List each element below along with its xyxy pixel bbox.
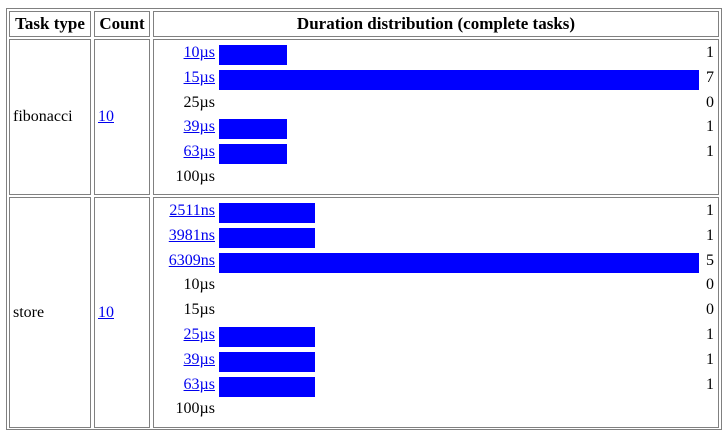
- histogram-bar: [219, 227, 315, 248]
- header-count: Count: [94, 11, 150, 37]
- header-task-type: Task type: [9, 11, 91, 37]
- bucket-label: 10µs: [183, 276, 215, 294]
- bucket-link[interactable]: 6309ns: [168, 251, 215, 269]
- distribution-cell: 10µs 1 15µs 7 25µs 0 39µs 1 63µs 1 100µs: [153, 39, 719, 195]
- histogram-bar: [219, 119, 287, 140]
- histogram-bar: [219, 69, 699, 90]
- bucket-link[interactable]: 63µs: [183, 375, 215, 393]
- bucket-link[interactable]: 3981ns: [168, 226, 215, 244]
- count-link[interactable]: 10: [98, 108, 114, 125]
- histogram-row: 25µs 0: [154, 91, 718, 115]
- histogram-bar: [219, 351, 315, 372]
- task-type-cell: store: [9, 197, 91, 428]
- header-duration-distribution: Duration distribution (complete tasks): [153, 11, 719, 37]
- bucket-count: 1: [706, 143, 714, 161]
- bucket-count: 7: [706, 68, 714, 86]
- histogram-row: 63µs 1: [154, 373, 718, 397]
- bucket-count: 1: [706, 118, 714, 136]
- histogram-row: 100µs: [154, 165, 718, 189]
- histogram-row: 2511ns 1: [154, 199, 718, 223]
- histogram-row: 39µs 1: [154, 115, 718, 140]
- histogram-row: 6309ns 5: [154, 249, 718, 273]
- bucket-count: 1: [706, 226, 714, 244]
- bucket-count: 0: [706, 276, 714, 294]
- histogram-bar: [219, 376, 315, 397]
- histogram-row: 15µs 7: [154, 66, 718, 90]
- bucket-label: 25µs: [183, 93, 215, 111]
- count-link[interactable]: 10: [98, 303, 114, 321]
- task-type-cell: fibonacci: [9, 39, 91, 195]
- bucket-count: 5: [706, 251, 714, 269]
- bucket-count: 1: [706, 375, 714, 393]
- histogram-bar: [219, 252, 699, 273]
- bucket-count: 0: [706, 93, 714, 111]
- histogram-row: 39µs 1: [154, 348, 718, 372]
- bucket-link[interactable]: 39µs: [183, 118, 215, 136]
- histogram-row: 10µs 0: [154, 273, 718, 297]
- bucket-link[interactable]: 63µs: [183, 143, 215, 161]
- histogram-row: 15µs 0: [154, 298, 718, 322]
- bucket-count: 1: [706, 44, 714, 61]
- histogram-row: 10µs 1: [154, 41, 718, 65]
- bucket-link[interactable]: 2511ns: [169, 202, 215, 219]
- bucket-link[interactable]: 25µs: [183, 326, 215, 343]
- task-type-label: store: [13, 303, 45, 321]
- bucket-count: 1: [706, 202, 714, 219]
- histogram-row: 25µs 1: [154, 323, 718, 347]
- bucket-count: 0: [706, 301, 714, 319]
- count-cell: 10: [94, 197, 150, 428]
- histogram-row: 3981ns 1: [154, 224, 718, 248]
- bucket-count: 1: [706, 350, 714, 368]
- bucket-count: 1: [706, 326, 714, 343]
- histogram-row: 100µs: [154, 397, 718, 421]
- histogram-bar: [219, 45, 287, 65]
- bucket-link[interactable]: 15µs: [183, 68, 215, 86]
- count-cell: 10: [94, 39, 150, 195]
- distribution-cell: 2511ns 1 3981ns 1 6309ns 5 10µs 0 15µs 0 25µs 1 39µs…: [153, 197, 719, 428]
- task-type-label: fibonacci: [13, 108, 73, 125]
- bucket-label: 100µs: [175, 400, 215, 418]
- bucket-link[interactable]: 39µs: [183, 350, 215, 368]
- histogram-bar: [219, 203, 315, 223]
- bucket-label: 100µs: [175, 168, 215, 185]
- histogram-row: 63µs 1: [154, 140, 718, 165]
- histogram-bar: [219, 144, 287, 165]
- bucket-link[interactable]: 10µs: [183, 44, 215, 61]
- histogram-bar: [219, 327, 315, 347]
- bucket-label: 15µs: [183, 301, 215, 319]
- task-duration-table: Task type Count Duration distribution (c…: [6, 8, 722, 430]
